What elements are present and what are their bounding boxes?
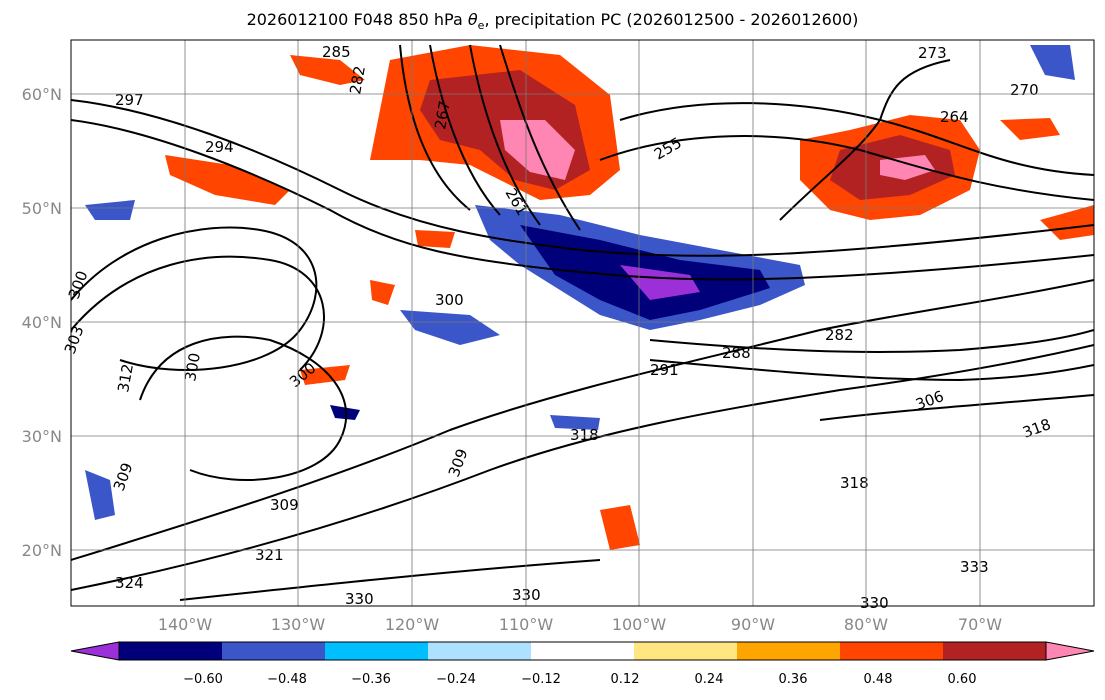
svg-text:318: 318: [570, 426, 599, 444]
svg-text:0.60: 0.60: [948, 672, 977, 687]
svg-text:297: 297: [115, 91, 144, 109]
svg-text:0.24: 0.24: [695, 672, 724, 687]
colorbar-extend-high: [1045, 641, 1095, 661]
svg-text:333: 333: [960, 558, 989, 576]
contour-labels: 294 300 303 312 300 309 309 321 324 330 …: [61, 43, 1053, 612]
svg-text:273: 273: [918, 44, 947, 62]
svg-text:60°N: 60°N: [22, 85, 62, 104]
colorbar-segment: [119, 642, 222, 660]
svg-text:288: 288: [722, 344, 751, 362]
precip-negative: [85, 45, 1075, 520]
svg-text:120°W: 120°W: [385, 615, 440, 634]
svg-text:110°W: 110°W: [499, 615, 554, 634]
svg-text:−0.60: −0.60: [183, 672, 223, 687]
svg-text:40°N: 40°N: [22, 313, 62, 332]
svg-text:294: 294: [205, 138, 234, 156]
svg-text:312: 312: [114, 362, 137, 393]
svg-text:−0.24: −0.24: [436, 672, 476, 687]
svg-text:20°N: 20°N: [22, 541, 62, 560]
svg-text:50°N: 50°N: [22, 199, 62, 218]
svg-text:267: 267: [431, 99, 454, 130]
colorbar-segment: [943, 642, 1046, 660]
svg-text:270: 270: [1010, 81, 1039, 99]
latitude-labels: 60°N 50°N 40°N 30°N 20°N: [22, 85, 62, 560]
colorbar-extend-low: [70, 641, 120, 661]
svg-text:264: 264: [940, 108, 969, 126]
svg-text:0.48: 0.48: [864, 672, 893, 687]
svg-text:330: 330: [345, 590, 374, 608]
colorbar-ticks: −0.60 −0.48 −0.36 −0.24 −0.12 0.12 0.24 …: [183, 672, 976, 687]
svg-text:−0.48: −0.48: [267, 672, 307, 687]
svg-text:282: 282: [825, 326, 854, 344]
colorbar-segment: [325, 642, 428, 660]
svg-text:80°W: 80°W: [844, 615, 888, 634]
svg-text:130°W: 130°W: [271, 615, 326, 634]
svg-text:90°W: 90°W: [731, 615, 775, 634]
svg-text:−0.12: −0.12: [521, 672, 561, 687]
svg-text:30°N: 30°N: [22, 427, 62, 446]
colorbar-segment: [840, 642, 943, 660]
svg-text:0.36: 0.36: [779, 672, 808, 687]
colorbar-segment: [222, 642, 325, 660]
longitude-labels: 140°W 130°W 120°W 110°W 100°W 90°W 80°W …: [158, 615, 1002, 634]
graticule: [71, 40, 1094, 606]
svg-text:291: 291: [650, 361, 679, 379]
svg-text:285: 285: [322, 43, 351, 61]
colorbar-border: [118, 641, 1047, 661]
svg-text:−0.36: −0.36: [351, 672, 391, 687]
svg-text:70°W: 70°W: [958, 615, 1002, 634]
svg-text:330: 330: [860, 594, 889, 612]
colorbar-segment: [737, 642, 840, 660]
colorbar-segment: [428, 642, 531, 660]
svg-text:140°W: 140°W: [158, 615, 213, 634]
colorbar: [70, 641, 1095, 661]
svg-text:309: 309: [270, 496, 299, 514]
svg-text:300: 300: [181, 351, 204, 382]
svg-text:324: 324: [115, 574, 144, 592]
svg-text:100°W: 100°W: [612, 615, 667, 634]
map-title: 2026012100 F048 850 hPa θe, precipitatio…: [246, 10, 859, 33]
svg-text:300: 300: [435, 291, 464, 309]
svg-text:321: 321: [255, 546, 284, 564]
colorbar-segment: [531, 642, 634, 660]
theta-e-contours: [71, 44, 1094, 601]
svg-text:282: 282: [346, 64, 369, 95]
svg-text:318: 318: [840, 474, 869, 492]
map-frame: [70, 39, 1095, 607]
svg-text:0.12: 0.12: [611, 672, 640, 687]
colorbar-segment: [634, 642, 737, 660]
